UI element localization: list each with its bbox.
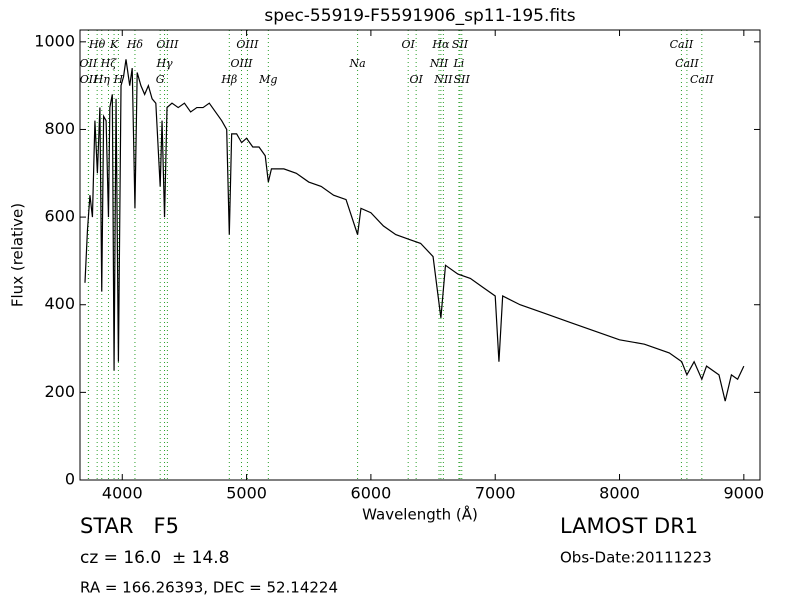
spectral-line-label: Mg [258, 73, 277, 86]
spectral-line-label: SII [452, 38, 469, 51]
y-axis-label: Flux (relative) [9, 203, 27, 307]
obs-date: Obs-Date:20111223 [560, 549, 712, 567]
spectral-line-label: Hδ [126, 38, 144, 51]
y-tick-label: 600 [44, 207, 75, 226]
x-tick-label: 6000 [351, 484, 392, 503]
spectral-line-label: Na [349, 57, 366, 70]
spectral-line-label: Hβ [220, 73, 237, 86]
spectral-line-label: Hη [93, 73, 111, 86]
spectral-line-label: OII [79, 57, 97, 70]
plot-frame [79, 29, 761, 481]
spectral-line-label: NII [429, 57, 449, 70]
spectral-line-label: NII [433, 73, 453, 86]
spectral-line-label: OIII [236, 38, 259, 51]
x-axis-label: Wavelength (Å) [362, 505, 478, 524]
spectral-line-label: Li [452, 57, 464, 70]
y-tick-label: 400 [44, 294, 75, 313]
chart-title: spec-55919-F5591906_sp11-195.fits [264, 6, 575, 26]
spectral-line-label: Hα [431, 38, 450, 51]
spectral-line-label: Hθ [88, 38, 106, 51]
spectral-line-label: G [156, 73, 165, 86]
survey: LAMOST DR1 [560, 514, 698, 538]
object-class: STAR F5 [80, 514, 179, 538]
x-tick-label: 4000 [102, 484, 143, 503]
y-tick-label: 1000 [34, 31, 75, 50]
spectral-line-label: Hγ [155, 57, 173, 70]
x-tick-label: 7000 [475, 484, 516, 503]
spectral-line-label: OII [80, 73, 98, 86]
spectral-line-label: K [109, 38, 119, 51]
x-tick-label: 5000 [226, 484, 267, 503]
x-tick-label: 8000 [599, 484, 640, 503]
y-tick-label: 200 [44, 382, 75, 401]
coordinates: RA = 166.26393, DEC = 52.14224 [80, 579, 338, 597]
spectral-line-label: H [113, 73, 124, 86]
spectral-line-label: CaII [690, 73, 714, 86]
spectral-line-label: OI [409, 73, 423, 86]
spectral-line-label: CaII [675, 57, 699, 70]
redshift: cz = 16.0 ± 14.8 [80, 548, 229, 568]
spectral-line-label: OIII [230, 57, 253, 70]
spectral-line-label: Hζ [100, 57, 118, 70]
spectral-line-label: SII [454, 73, 471, 86]
y-tick-label: 800 [44, 119, 75, 138]
spectral-line-label: OIII [156, 38, 179, 51]
spectral-line-label: CaII [670, 38, 694, 51]
y-tick-label: 0 [65, 470, 75, 489]
spectrum-line [84, 59, 745, 402]
x-tick-label: 9000 [723, 484, 764, 503]
spectral-line-label: OI [402, 38, 416, 51]
